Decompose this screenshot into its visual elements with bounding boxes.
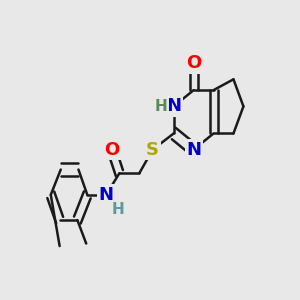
Text: O: O (104, 141, 119, 159)
Text: N: N (186, 141, 201, 159)
Text: H: H (112, 202, 125, 217)
Text: H: H (155, 99, 168, 114)
Text: N: N (166, 98, 181, 116)
Text: H: H (155, 99, 168, 114)
Text: N: N (99, 186, 114, 204)
Text: O: O (186, 54, 201, 72)
Text: S: S (146, 141, 159, 159)
Text: H: H (112, 202, 125, 217)
